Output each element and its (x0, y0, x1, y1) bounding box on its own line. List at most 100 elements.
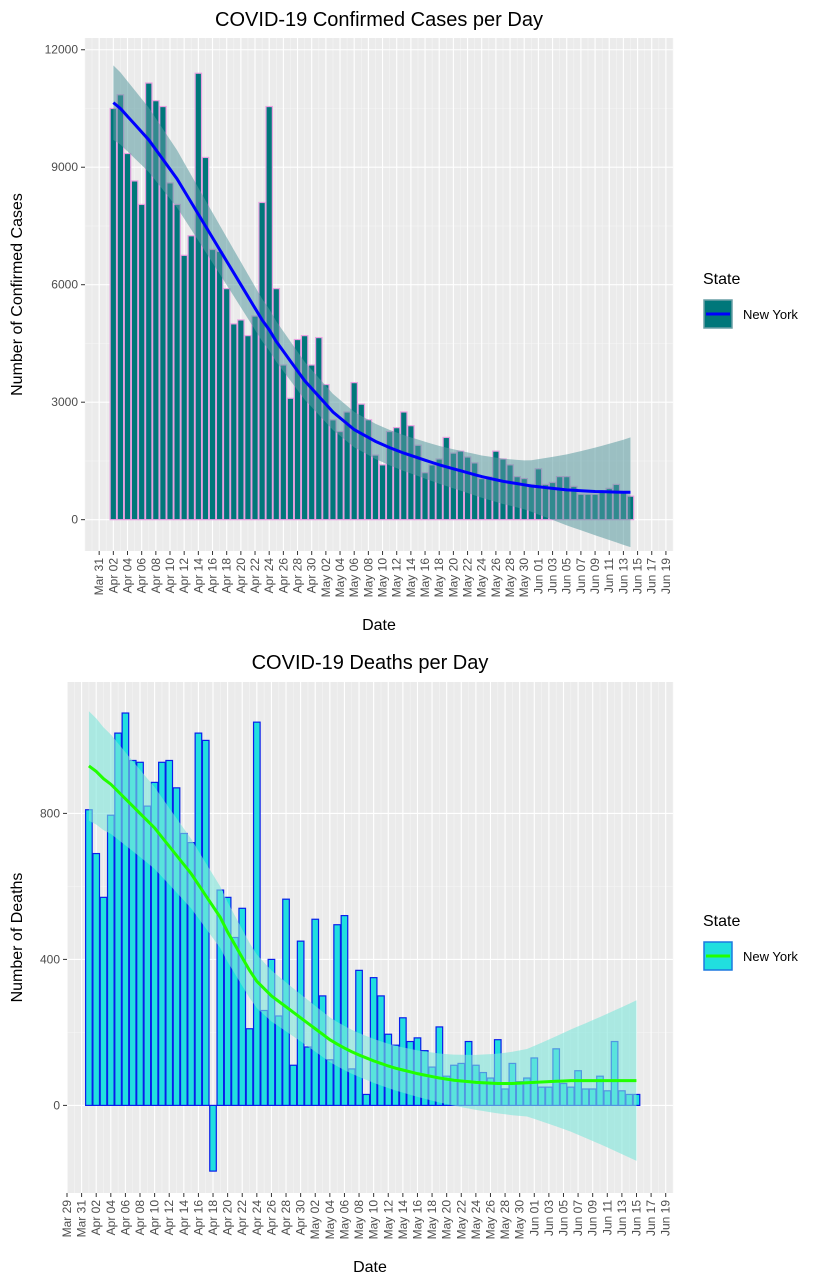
deaths-bar (92, 852, 101, 1107)
cases-x-tick-label: May 08 (361, 558, 375, 598)
deaths-title: COVID-19 Deaths per Day (252, 652, 489, 674)
cases-bar (208, 248, 217, 521)
deaths-x-tick-label: Apr 04 (104, 1200, 118, 1236)
cases-bar (279, 364, 288, 521)
deaths-x-tick-label: Jun 19 (659, 1200, 673, 1236)
deaths-x-tick-label: Jun 11 (600, 1200, 614, 1235)
cases-title: COVID-19 Confirmed Cases per Day (215, 9, 543, 31)
deaths-x-tick-label: May 08 (352, 1200, 366, 1240)
cases-bar (180, 254, 188, 521)
cases-y-axis-title: Number of Confirmed Cases (9, 193, 26, 396)
cases-x-tick-label: May 28 (503, 558, 517, 598)
cases-bar (159, 105, 167, 521)
cases-x-tick-label: Jun 05 (560, 558, 574, 594)
cases-bar (378, 464, 387, 521)
cases-bar (166, 182, 174, 521)
deaths-bar (274, 1015, 283, 1107)
cases-bar (123, 152, 132, 521)
deaths-y-tick-label: 800 (40, 806, 60, 820)
deaths-x-tick-label: May 24 (469, 1200, 483, 1240)
cases-bar (137, 203, 146, 521)
deaths-bar (252, 721, 261, 1107)
cases-bar (322, 383, 330, 521)
cases-y-tick-label: 0 (71, 513, 78, 527)
cases-x-tick-label: Jun 13 (616, 558, 630, 594)
deaths-x-tick-label: Apr 16 (191, 1200, 205, 1236)
cases-y-tick-label: 12000 (45, 43, 79, 57)
cases-bar (187, 235, 196, 521)
cases-x-tick-label: Apr 30 (305, 558, 319, 594)
cases-x-tick-label: Apr 08 (149, 558, 163, 594)
cases-bar (329, 419, 337, 521)
deaths-x-tick-label: Apr 08 (133, 1200, 147, 1236)
deaths-x-tick-label: May 12 (381, 1200, 395, 1240)
cases-x-tick-label: Apr 24 (262, 558, 276, 594)
deaths-x-tick-label: Jun 01 (527, 1200, 541, 1236)
cases-bar (130, 180, 139, 521)
deaths-x-tick-label: Apr 14 (177, 1200, 191, 1236)
deaths-x-tick-label: May 18 (425, 1200, 439, 1240)
deaths-x-tick-label: May 10 (367, 1200, 381, 1240)
deaths-confidence-band (88, 711, 637, 1161)
deaths-x-tick-label: Apr 24 (250, 1200, 264, 1236)
cases-x-tick-label: May 24 (475, 558, 489, 598)
cases-x-tick-label: May 12 (390, 558, 404, 598)
cases-x-tick-label: Jun 09 (588, 558, 602, 594)
cases-x-tick-label: Apr 26 (276, 558, 290, 594)
cases-x-tick-label: Apr 18 (220, 558, 234, 594)
cases-bar (222, 288, 231, 521)
deaths-x-tick-label: May 26 (483, 1200, 497, 1240)
cases-x-tick-label: Apr 12 (177, 558, 191, 594)
deaths-bar (209, 1104, 217, 1172)
deaths-bar (362, 1093, 371, 1107)
deaths-x-tick-label: Jun 03 (542, 1200, 556, 1236)
cases-bar (350, 382, 358, 521)
deaths-bar (245, 1028, 254, 1107)
deaths-x-tick-label: Jun 17 (644, 1200, 658, 1236)
cases-y-tick-label: 9000 (51, 160, 78, 174)
deaths-x-tick-label: Apr 02 (89, 1200, 103, 1236)
cases-bar (244, 335, 252, 521)
cases-confidence-band (113, 65, 631, 548)
deaths-bar (121, 712, 130, 1107)
deaths-x-tick-label: May 30 (513, 1200, 527, 1240)
cases-x-tick-label: Apr 04 (121, 558, 135, 594)
cases-x-tick-label: Jun 01 (531, 558, 545, 594)
cases-bar (272, 288, 281, 521)
deaths-bar (333, 924, 342, 1107)
cases-x-axis-title: Date (362, 617, 396, 634)
deaths-bar (267, 958, 276, 1106)
cases-bar (307, 364, 316, 521)
cases-legend-label: New York (743, 307, 798, 322)
cases-bar (357, 403, 366, 521)
cases-bar (229, 323, 238, 521)
deaths-trend-line (88, 764, 637, 1085)
cases-x-tick-label: Jun 07 (574, 558, 588, 594)
deaths-bar (325, 1059, 334, 1106)
deaths-x-tick-label: Jun 05 (556, 1200, 570, 1236)
deaths-x-tick-label: Apr 20 (221, 1200, 235, 1236)
deaths-x-tick-label: Jun 15 (629, 1200, 643, 1236)
cases-x-tick-label: Jun 15 (631, 558, 645, 594)
cases-x-tick-label: Apr 06 (135, 558, 149, 594)
cases-x-tick-label: Jun 11 (602, 558, 616, 593)
deaths-bar (85, 809, 93, 1106)
deaths-x-tick-label: Jun 13 (615, 1200, 629, 1236)
deaths-y-axis-title: Number of Deaths (9, 873, 26, 1003)
cases-x-tick-label: Jun 19 (659, 558, 673, 594)
deaths-bar (340, 915, 349, 1107)
cases-x-tick-label: May 14 (404, 558, 418, 598)
deaths-x-tick-label: Mar 29 (60, 1200, 74, 1238)
cases-bar (300, 335, 309, 521)
deaths-x-tick-label: Jun 07 (571, 1200, 585, 1236)
deaths-legend-title: State (703, 913, 740, 930)
cases-x-tick-label: May 30 (517, 558, 531, 598)
deaths-x-tick-label: Mar 31 (75, 1200, 89, 1238)
cases-bar (286, 397, 295, 521)
cases-x-tick-label: Jun 17 (645, 558, 659, 594)
deaths-x-tick-label: May 16 (410, 1200, 424, 1240)
cases-y-tick-label: 3000 (51, 395, 78, 409)
cases-x-tick-label: May 10 (376, 558, 390, 598)
